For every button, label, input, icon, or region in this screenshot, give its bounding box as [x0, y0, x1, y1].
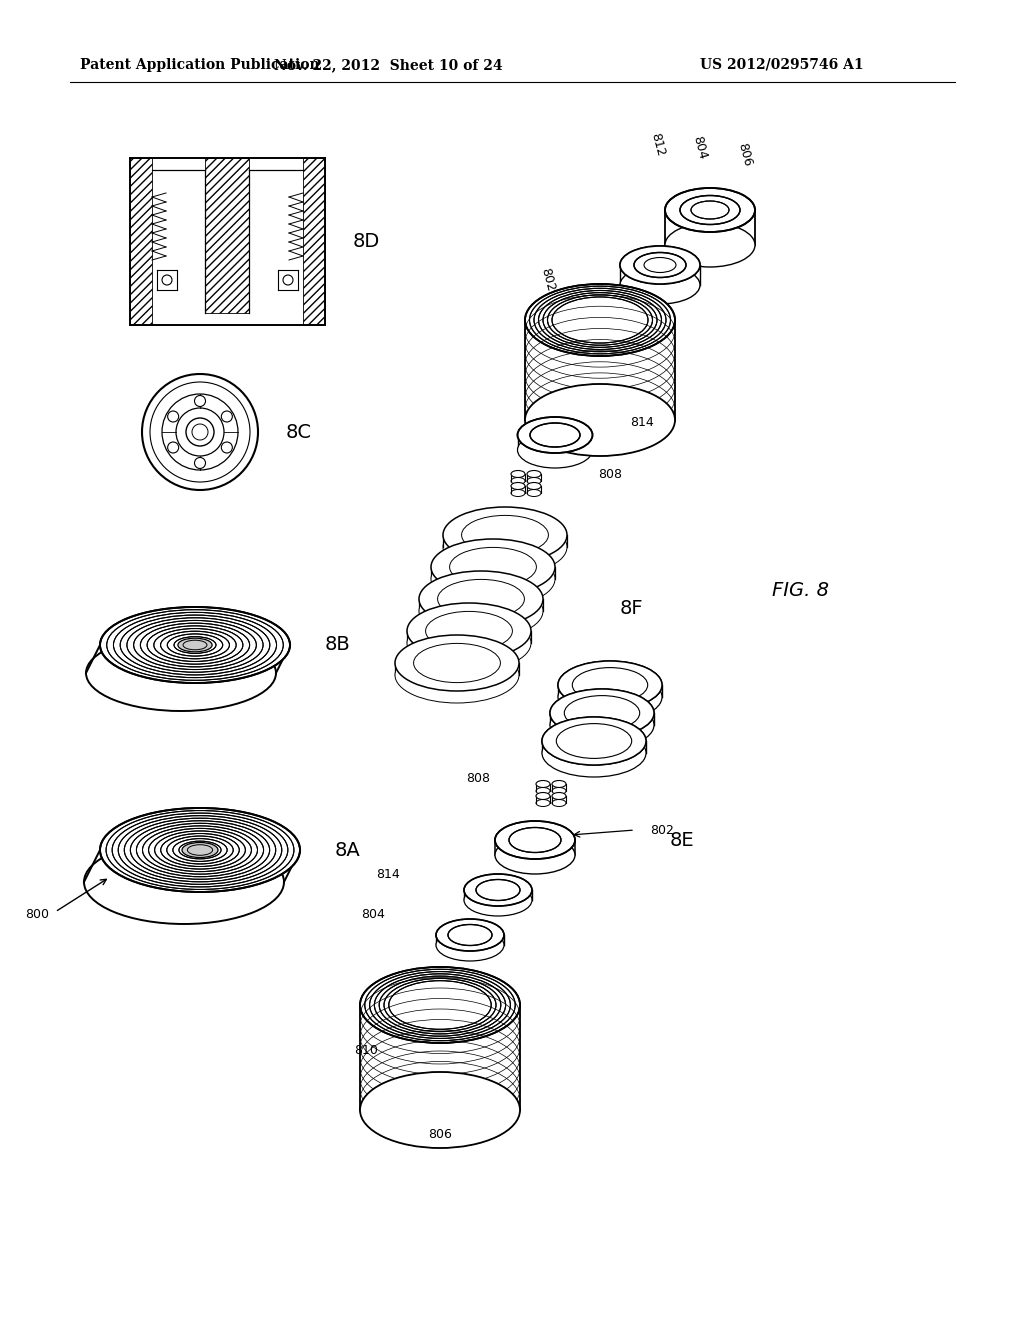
Ellipse shape	[558, 661, 662, 709]
Ellipse shape	[431, 550, 555, 607]
Ellipse shape	[419, 572, 543, 627]
Text: 804: 804	[690, 135, 710, 161]
Ellipse shape	[511, 470, 525, 478]
Circle shape	[168, 411, 178, 422]
Ellipse shape	[495, 821, 575, 859]
Text: 8E: 8E	[670, 830, 694, 850]
Ellipse shape	[525, 284, 675, 356]
Ellipse shape	[550, 689, 654, 737]
Ellipse shape	[495, 836, 575, 874]
Text: 814: 814	[630, 416, 653, 429]
Circle shape	[162, 275, 172, 285]
Text: 804: 804	[361, 908, 385, 921]
Text: 8F: 8F	[620, 598, 644, 618]
Text: US 2012/0295746 A1: US 2012/0295746 A1	[700, 58, 863, 73]
Ellipse shape	[620, 267, 700, 304]
Ellipse shape	[431, 539, 555, 595]
Text: 812: 812	[648, 132, 668, 158]
Ellipse shape	[550, 701, 654, 748]
Ellipse shape	[443, 519, 567, 576]
Ellipse shape	[511, 483, 525, 490]
Text: 8B: 8B	[325, 635, 351, 655]
Ellipse shape	[536, 780, 550, 788]
Text: Nov. 22, 2012  Sheet 10 of 24: Nov. 22, 2012 Sheet 10 of 24	[273, 58, 503, 73]
Ellipse shape	[436, 919, 504, 950]
Ellipse shape	[395, 635, 519, 690]
Ellipse shape	[552, 780, 566, 788]
Circle shape	[195, 396, 206, 407]
Ellipse shape	[536, 792, 550, 800]
Circle shape	[221, 442, 232, 453]
Ellipse shape	[182, 842, 218, 858]
Ellipse shape	[550, 689, 654, 737]
Ellipse shape	[558, 661, 662, 709]
Ellipse shape	[464, 874, 532, 906]
Text: 802: 802	[539, 267, 557, 293]
Text: 808: 808	[598, 469, 622, 482]
Text: 810: 810	[354, 1044, 378, 1056]
Ellipse shape	[360, 968, 520, 1043]
Ellipse shape	[527, 470, 541, 478]
Ellipse shape	[436, 929, 504, 961]
Ellipse shape	[464, 874, 532, 906]
Text: 806: 806	[735, 141, 755, 168]
Ellipse shape	[360, 1072, 520, 1148]
Bar	[205, 158, 249, 313]
Text: 808: 808	[466, 771, 490, 784]
Ellipse shape	[464, 884, 532, 916]
Ellipse shape	[517, 417, 593, 453]
Ellipse shape	[443, 507, 567, 564]
Circle shape	[168, 442, 178, 453]
Ellipse shape	[665, 187, 755, 232]
Ellipse shape	[525, 384, 675, 455]
Ellipse shape	[665, 223, 755, 267]
Ellipse shape	[407, 615, 531, 671]
Ellipse shape	[100, 607, 290, 682]
Ellipse shape	[517, 432, 593, 469]
Bar	[130, 158, 152, 325]
Ellipse shape	[100, 808, 300, 892]
Ellipse shape	[620, 246, 700, 284]
Ellipse shape	[419, 583, 543, 639]
Ellipse shape	[495, 821, 575, 859]
Ellipse shape	[407, 603, 531, 659]
Text: FIG. 8: FIG. 8	[771, 581, 828, 599]
Ellipse shape	[542, 729, 646, 777]
Circle shape	[221, 411, 232, 422]
Text: 814: 814	[376, 869, 400, 882]
Ellipse shape	[542, 717, 646, 766]
Text: 8D: 8D	[353, 232, 380, 251]
Ellipse shape	[178, 638, 212, 652]
Ellipse shape	[527, 483, 541, 490]
Bar	[303, 158, 325, 325]
Text: 8A: 8A	[335, 841, 360, 859]
Ellipse shape	[395, 647, 519, 704]
Ellipse shape	[517, 417, 593, 453]
Ellipse shape	[552, 792, 566, 800]
Ellipse shape	[558, 673, 662, 721]
Circle shape	[195, 458, 206, 469]
Ellipse shape	[620, 246, 700, 284]
Ellipse shape	[542, 717, 646, 766]
Text: 802: 802	[650, 824, 674, 837]
Circle shape	[283, 275, 293, 285]
Text: 800: 800	[25, 908, 49, 921]
Ellipse shape	[436, 919, 504, 950]
Ellipse shape	[665, 187, 755, 232]
Text: 8C: 8C	[286, 422, 312, 441]
Text: Patent Application Publication: Patent Application Publication	[80, 58, 319, 73]
Text: 806: 806	[428, 1129, 452, 1142]
